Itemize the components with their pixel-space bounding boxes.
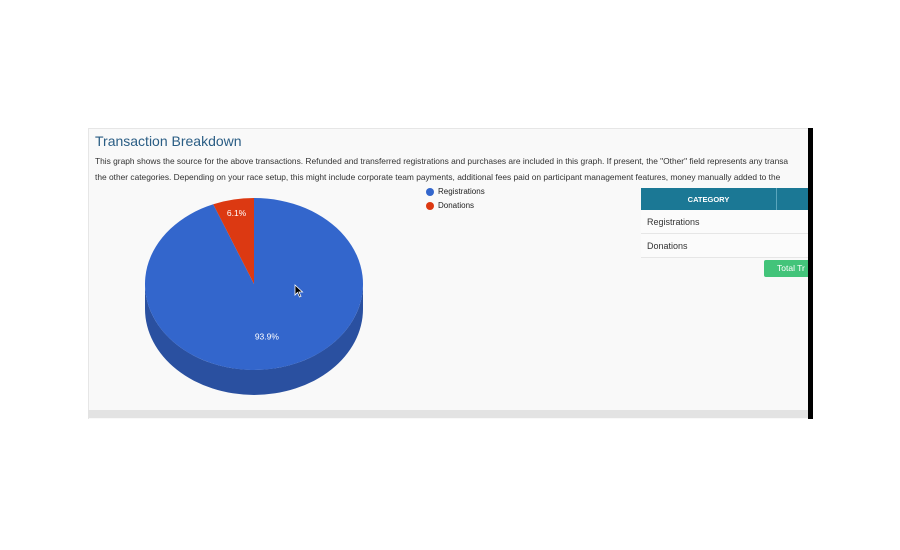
legend-swatch-donations bbox=[426, 201, 434, 210]
pie-label-donations: 6.1% bbox=[227, 208, 247, 218]
black-edge-bar bbox=[808, 128, 813, 419]
table-header-next[interactable] bbox=[777, 188, 809, 210]
legend-item-donations[interactable]: Donations bbox=[426, 201, 474, 210]
pie-slice-donations bbox=[213, 198, 254, 284]
transaction-breakdown-panel: Transaction Breakdown This graph shows t… bbox=[88, 128, 809, 419]
pie-chart: 93.9% 6.1% bbox=[144, 198, 363, 395]
legend-label-donations: Donations bbox=[438, 201, 475, 210]
pie-side-registrations bbox=[145, 284, 363, 395]
section-title: Transaction Breakdown bbox=[95, 133, 242, 149]
legend-item-registrations[interactable]: Registrations bbox=[426, 187, 485, 196]
mouse-cursor-icon bbox=[294, 284, 304, 298]
description-line-2: the other categories. Depending on your … bbox=[95, 172, 781, 182]
total-button[interactable]: Total Tr bbox=[764, 260, 809, 277]
panel-bottom-border bbox=[88, 410, 808, 418]
table-row: Registrations bbox=[641, 210, 809, 234]
legend-label-registrations: Registrations bbox=[438, 187, 485, 196]
table-row: Donations bbox=[641, 234, 809, 258]
pie-slice-registrations bbox=[144, 198, 363, 370]
category-table: CATEGORY Registrations Donations bbox=[641, 188, 809, 258]
table-header-category[interactable]: CATEGORY bbox=[641, 188, 776, 210]
description-line-1: This graph shows the source for the abov… bbox=[95, 156, 789, 166]
table-header-row: CATEGORY bbox=[641, 188, 809, 210]
legend-swatch-registrations bbox=[426, 187, 434, 196]
pie-label-registrations: 93.9% bbox=[255, 331, 280, 341]
